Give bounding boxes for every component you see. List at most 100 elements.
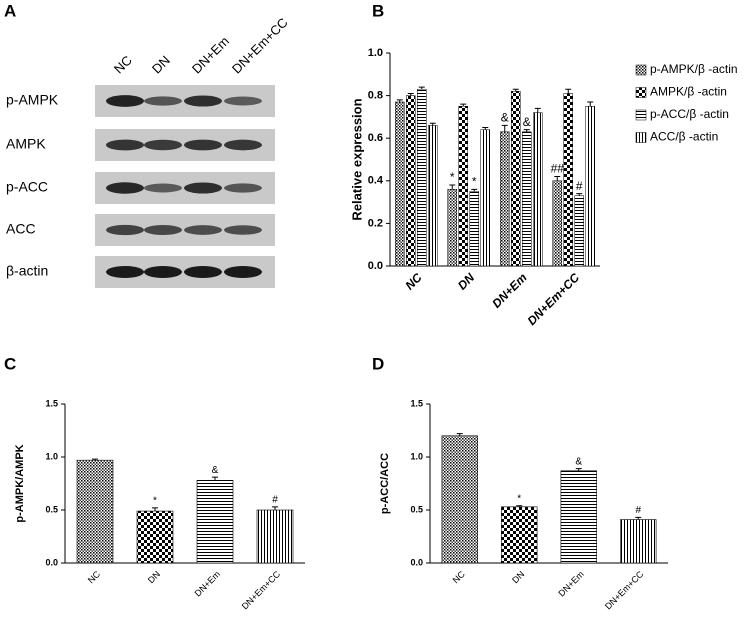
- y-tick-label: 0.5: [45, 504, 58, 514]
- x-tick-label: DN+Em+CC: [240, 569, 283, 612]
- y-tick-label: 0.2: [368, 217, 383, 229]
- panel-label: A: [4, 1, 16, 20]
- blot-band: [106, 266, 144, 278]
- legend-label: p-ACC/β -actin: [650, 107, 729, 121]
- error-bar: [449, 184, 456, 190]
- panel-label: B: [372, 1, 384, 20]
- bar: [395, 101, 405, 267]
- x-tick-label: DN+Em+CC: [525, 270, 583, 328]
- blot-band: [184, 139, 222, 151]
- legend-swatch: [635, 87, 647, 98]
- y-axis-label: p-AMPK/AMPK: [14, 444, 26, 522]
- bar: [563, 93, 573, 267]
- error-bar: [418, 86, 425, 90]
- error-bar: [565, 88, 572, 94]
- blot-band: [106, 139, 144, 151]
- bar: [256, 509, 294, 564]
- blot-band: [224, 183, 262, 193]
- row-label: AMPK: [6, 136, 46, 152]
- y-tick-label: 0.5: [410, 504, 423, 514]
- bar: [458, 106, 468, 267]
- blot-band: [224, 225, 262, 235]
- bar: [428, 125, 438, 267]
- bar: [574, 195, 584, 267]
- legend-label: AMPK/β -actin: [650, 85, 727, 99]
- significance-marker: #: [576, 179, 583, 193]
- bar: [441, 435, 478, 564]
- blot-band: [224, 139, 262, 151]
- legend-swatch: [635, 132, 647, 143]
- panel-label: C: [4, 354, 16, 373]
- x-tick-label: DN: [510, 569, 526, 585]
- legend-swatch: [635, 64, 647, 76]
- significance-marker: ##: [551, 162, 565, 176]
- y-tick-label: 0.6: [368, 132, 383, 144]
- bar: [585, 106, 595, 267]
- x-tick-label: NC: [402, 270, 424, 292]
- bar: [511, 91, 521, 267]
- legend-swatch: [635, 109, 647, 121]
- row-label: p-AMPK: [6, 92, 59, 108]
- y-tick-label: 1.5: [45, 398, 58, 408]
- significance-marker: &: [575, 456, 582, 467]
- bar: [136, 510, 174, 564]
- blot-band: [144, 96, 182, 106]
- y-tick-label: 0.0: [45, 557, 58, 567]
- significance-marker: &: [523, 115, 531, 129]
- blot-band: [184, 225, 222, 235]
- error-bar: [482, 127, 489, 130]
- y-axis-label: p-ACC/ACC: [379, 453, 391, 514]
- legend-label: ACC/β -actin: [650, 130, 718, 144]
- lane-label: NC: [111, 53, 135, 77]
- panel-label: D: [372, 354, 384, 373]
- error-bar: [152, 507, 158, 512]
- bar: [406, 95, 416, 267]
- error-bar: [576, 193, 583, 196]
- x-tick-label: DN+Em: [193, 569, 223, 599]
- blot-band: [144, 266, 182, 278]
- bar: [533, 112, 543, 267]
- y-tick-label: 1.0: [410, 451, 423, 461]
- blot-band: [224, 266, 262, 278]
- significance-marker: #: [635, 505, 641, 516]
- x-tick-label: DN: [455, 270, 477, 292]
- error-bar: [272, 506, 278, 510]
- error-bar: [212, 476, 218, 481]
- x-tick-label: NC: [451, 569, 468, 586]
- significance-marker: #: [272, 494, 278, 505]
- y-tick-label: 0.8: [368, 90, 383, 102]
- error-bar: [516, 505, 523, 507]
- bar: [196, 480, 234, 564]
- legend-label: p-AMPK/β -actin: [650, 62, 738, 76]
- error-bar: [407, 92, 414, 96]
- y-tick-label: 0.0: [368, 260, 383, 272]
- lane-label: DN+Em: [189, 34, 232, 77]
- bar: [447, 189, 457, 267]
- bar: [620, 519, 657, 564]
- error-bar: [501, 124, 508, 132]
- bar: [500, 131, 510, 267]
- error-bar: [92, 458, 98, 461]
- bar: [469, 191, 479, 267]
- x-tick-label: DN: [146, 569, 162, 585]
- y-tick-label: 0.4: [368, 175, 384, 187]
- lane-label: DN+Em+CC: [229, 15, 291, 77]
- error-bar: [396, 99, 403, 102]
- error-bar: [523, 129, 530, 132]
- significance-marker: &: [501, 111, 509, 125]
- blot-band: [184, 95, 222, 107]
- error-bar: [587, 101, 594, 107]
- row-label: β-actin: [6, 263, 48, 279]
- y-tick-label: 0.0: [410, 557, 423, 567]
- bar: [560, 470, 597, 564]
- error-bar: [575, 468, 582, 471]
- error-bar: [471, 188, 478, 192]
- blot-band: [184, 266, 222, 278]
- significance-marker: *: [450, 170, 455, 184]
- y-axis-label: Relative expression: [349, 98, 364, 220]
- bar: [522, 131, 532, 267]
- error-bar: [635, 516, 642, 520]
- blot-band: [106, 182, 144, 194]
- bar: [417, 88, 427, 267]
- error-bar: [460, 103, 467, 107]
